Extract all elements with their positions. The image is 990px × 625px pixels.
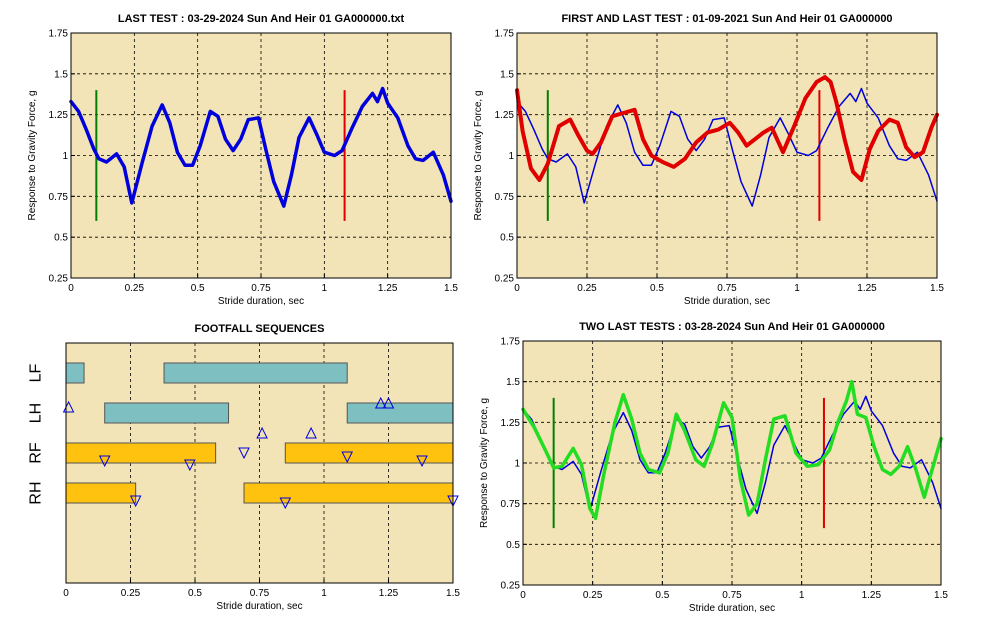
y-tick-label: 1.75	[49, 29, 69, 40]
x-tick-label: 0.5	[188, 588, 202, 599]
y-tick-label: 0.25	[501, 581, 521, 592]
y-tick-label: 1	[514, 459, 520, 470]
event-triangle-down	[129, 495, 142, 508]
event-triangle-down	[98, 455, 111, 468]
event-triangle-up	[256, 426, 268, 439]
x-tick-label: 0.75	[250, 588, 270, 599]
x-tick-label: 0.25	[121, 588, 141, 599]
y-tick-label: 0.5	[54, 233, 68, 244]
series-line-2	[515, 75, 939, 182]
y-tick-label: 1	[508, 151, 514, 162]
x-tick-label: 0.25	[125, 283, 145, 294]
x-tick-label: 0.5	[191, 283, 205, 294]
x-tick-label: 1	[322, 283, 328, 294]
event-triangle-down	[279, 497, 292, 510]
x-tick-label: 0	[520, 590, 526, 601]
y-tick-label: 1.25	[49, 110, 69, 121]
x-tick-label: 0.25	[583, 590, 603, 601]
y-tick-label: 1.5	[54, 69, 68, 80]
event-triangle-down	[184, 459, 196, 472]
chart-title: FIRST AND LAST TEST : 01-09-2021 Sun And…	[561, 13, 892, 25]
x-axis-label: Stride duration, sec	[216, 601, 302, 612]
y-axis-label: Response to Gravity Force, g	[479, 398, 490, 528]
x-tick-label: 0.75	[717, 283, 737, 294]
y-tick-label: 1	[62, 151, 68, 162]
y-tick-label: 1.5	[506, 377, 520, 388]
lane-label-lf: LF	[28, 363, 45, 382]
series-line-2	[521, 379, 943, 521]
footfall-bar	[163, 362, 348, 384]
y-tick-label: 0.75	[501, 499, 521, 510]
y-tick-label: 1.25	[501, 418, 521, 429]
series-line-1	[516, 87, 938, 207]
y-tick-label: 0.75	[49, 192, 69, 203]
y-tick-label: 1.75	[501, 337, 521, 348]
lane-label-lh: LH	[28, 403, 45, 423]
footfall-bar	[346, 402, 454, 424]
x-tick-label: 0.25	[577, 283, 597, 294]
y-tick-label: 1.75	[495, 29, 515, 40]
y-tick-label: 0.25	[495, 274, 515, 285]
y-axis-label: Response to Gravity Force, g	[27, 90, 38, 220]
x-tick-label: 1.5	[444, 283, 458, 294]
x-tick-label: 0	[63, 588, 69, 599]
series-line-1	[69, 86, 453, 208]
chart-panel-1: 0 0.25 0.5 0.75 1 1.25 1.50.250.50.7511.251.51…	[27, 13, 458, 307]
event-triangle-down	[341, 451, 354, 464]
plot-frame	[65, 342, 454, 584]
chart-panel-4: 0 0.25 0.5 0.75 1 1.25 1.50.250.50.7511.251.51…	[479, 321, 948, 614]
plot-frame	[516, 32, 938, 279]
y-tick-label: 0.5	[506, 540, 520, 551]
x-tick-label: 1.5	[934, 590, 948, 601]
chart-title: LAST TEST : 03-29-2024 Sun And Heir 01 G…	[118, 13, 405, 25]
x-axis-label: Stride duration, sec	[684, 296, 770, 307]
footfall-bar	[243, 482, 454, 504]
x-tick-label: 1.25	[378, 283, 398, 294]
footfall-bar	[104, 402, 230, 424]
y-tick-label: 0.25	[49, 274, 69, 285]
plot-frame	[522, 340, 942, 586]
chart-title: FOOTFALL SEQUENCES	[195, 323, 325, 335]
chart-title: TWO LAST TESTS : 03-28-2024 Sun And Heir…	[579, 321, 885, 333]
y-tick-label: 1.25	[495, 110, 515, 121]
plot-frame	[70, 32, 452, 279]
x-tick-label: 0	[68, 283, 74, 294]
footfall-bar	[284, 442, 454, 464]
x-tick-label: 1.25	[857, 283, 877, 294]
y-tick-label: 0.5	[500, 233, 514, 244]
x-tick-label: 1	[794, 283, 800, 294]
x-tick-label: 1	[799, 590, 805, 601]
x-tick-label: 0	[514, 283, 520, 294]
x-axis-label: Stride duration, sec	[218, 296, 304, 307]
x-axis-label: Stride duration, sec	[689, 603, 775, 614]
y-tick-label: 0.75	[495, 192, 515, 203]
event-triangle-up	[305, 426, 317, 439]
x-tick-label: 1.5	[930, 283, 944, 294]
lane-label-rh: RH	[28, 481, 45, 504]
y-tick-label: 1.5	[500, 69, 514, 80]
footfall-bar	[65, 482, 137, 504]
x-tick-label: 1.25	[379, 588, 399, 599]
x-tick-label: 1.5	[446, 588, 460, 599]
y-axis-label: Response to Gravity Force, g	[473, 90, 484, 220]
x-tick-label: 0.5	[655, 590, 669, 601]
chart-panel-2: 0 0.25 0.5 0.75 1 1.25 1.50.250.50.7511.251.51…	[473, 13, 944, 307]
x-tick-label: 0.75	[722, 590, 742, 601]
event-triangle-up	[382, 396, 395, 409]
event-triangle-down	[416, 455, 428, 468]
x-tick-label: 1.25	[862, 590, 882, 601]
chart-panel-3: 0 0.25 0.5 0.75 1 1.25 1.5 LF LH RF RH FOOTFALL SEQ…	[28, 323, 461, 612]
lane-label-rf: RF	[28, 442, 45, 464]
x-tick-label: 0.75	[251, 283, 271, 294]
x-tick-label: 0.5	[650, 283, 664, 294]
footfall-bar	[65, 362, 85, 384]
event-triangle-up	[374, 396, 387, 409]
x-tick-label: 1	[321, 588, 327, 599]
event-triangle-down	[238, 447, 250, 460]
